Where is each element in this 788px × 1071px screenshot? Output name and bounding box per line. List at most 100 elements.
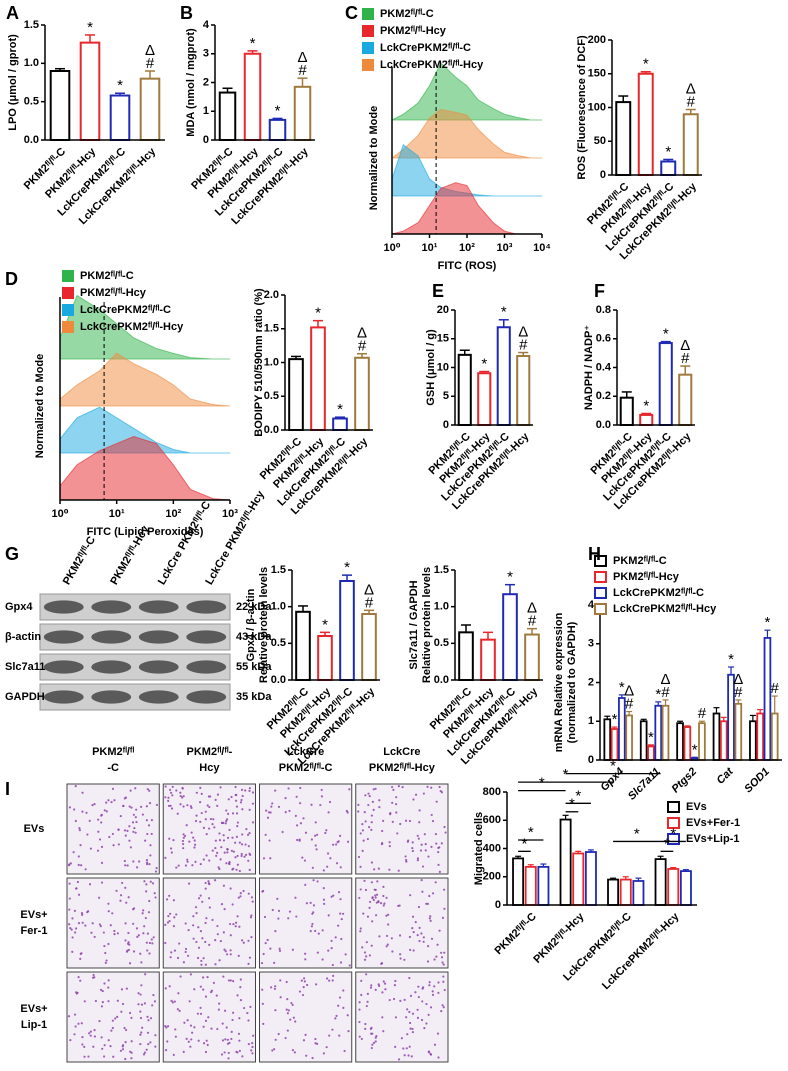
stain-dot xyxy=(172,899,176,902)
significance-mark: * xyxy=(315,305,321,322)
stain-dot xyxy=(92,1045,95,1048)
stain-dot xyxy=(236,854,239,858)
stain-dot xyxy=(223,1051,226,1054)
stain-dot xyxy=(116,1015,119,1019)
stain-dot xyxy=(239,986,242,989)
stain-dot xyxy=(121,881,124,885)
stain-dot xyxy=(155,803,159,807)
stain-dot xyxy=(171,785,174,788)
stain-dot xyxy=(261,1002,264,1005)
x-tick-label: 10² xyxy=(459,242,475,254)
stain-dot xyxy=(409,948,412,951)
stain-dot xyxy=(68,806,72,809)
significance-mark: # xyxy=(365,594,374,611)
stain-dot xyxy=(113,932,116,936)
blot-band xyxy=(43,690,84,704)
stain-dot xyxy=(77,976,80,979)
stain-dot xyxy=(178,942,181,945)
stain-dot xyxy=(146,862,149,866)
stain-dot xyxy=(205,1039,208,1042)
stain-dot xyxy=(125,987,128,990)
stain-dot xyxy=(270,805,273,808)
stain-dot xyxy=(393,983,397,987)
stain-dot xyxy=(150,938,153,941)
bar xyxy=(712,712,721,761)
stain-dot xyxy=(382,894,385,898)
stain-dot xyxy=(370,861,373,864)
stain-dot xyxy=(182,836,185,839)
stain-dot xyxy=(215,854,218,857)
stain-dot xyxy=(196,956,200,960)
stain-dot xyxy=(251,821,255,824)
stain-dot xyxy=(382,1030,385,1033)
stain-dot xyxy=(427,1051,430,1054)
bracket-mark: * xyxy=(575,787,581,804)
stain-dot xyxy=(325,1046,328,1049)
stain-dot xyxy=(178,1009,181,1013)
stain-dot xyxy=(112,1055,115,1058)
stain-dot xyxy=(132,922,135,925)
stain-dot xyxy=(98,838,102,841)
stain-dot xyxy=(123,829,127,832)
stain-dot xyxy=(312,904,316,907)
stain-dot xyxy=(123,1026,126,1030)
stain-dot xyxy=(240,843,244,846)
stain-dot xyxy=(208,906,211,909)
stain-dot xyxy=(269,811,272,814)
stain-dot xyxy=(232,850,235,853)
stain-dot xyxy=(117,843,120,846)
y-tick-label: 20 xyxy=(437,304,449,316)
stain-dot xyxy=(204,818,207,821)
stain-dot xyxy=(248,868,251,871)
stain-dot xyxy=(314,821,317,824)
stain-dot xyxy=(342,912,345,915)
stain-dot xyxy=(179,794,182,798)
stain-dot xyxy=(147,911,151,914)
column-label: LckCre xyxy=(383,746,420,758)
stain-dot xyxy=(263,915,267,919)
stain-dot xyxy=(294,896,297,899)
legend-label: PKM2ᶠˡ/ᶠˡ-Hcy xyxy=(380,25,447,37)
stain-dot xyxy=(286,1029,289,1032)
stain-dot xyxy=(382,819,385,822)
significance-mark: * xyxy=(117,77,123,94)
stain-dot xyxy=(427,1013,430,1016)
stain-dot xyxy=(109,1045,112,1048)
stain-dot xyxy=(84,924,87,927)
stain-dot xyxy=(199,1006,202,1010)
stain-dot xyxy=(416,859,419,862)
stain-dot xyxy=(149,1041,152,1044)
stain-dot xyxy=(327,811,330,814)
stain-dot xyxy=(236,915,239,918)
stain-dot xyxy=(251,791,255,794)
stain-dot xyxy=(248,956,252,959)
stain-dot xyxy=(137,1003,140,1006)
blot-band xyxy=(43,600,84,614)
stain-dot xyxy=(145,1048,148,1051)
bar xyxy=(218,91,237,141)
stain-dot xyxy=(398,904,401,907)
stain-dot xyxy=(274,985,277,988)
stain-dot xyxy=(105,959,108,962)
stain-dot xyxy=(232,1011,235,1014)
stain-dot xyxy=(135,927,139,930)
stain-dot xyxy=(421,1000,424,1003)
bar xyxy=(288,358,304,431)
stain-dot xyxy=(230,1030,233,1034)
stain-dot xyxy=(101,989,104,993)
stain-dot xyxy=(371,1043,374,1046)
stain-dot xyxy=(372,1041,376,1044)
stain-dot xyxy=(281,830,284,834)
row-label: EVs xyxy=(24,823,45,835)
stain-dot xyxy=(416,834,419,837)
stain-dot xyxy=(287,1009,290,1012)
stain-dot xyxy=(416,934,419,937)
stain-dot xyxy=(126,829,129,832)
stain-dot xyxy=(443,988,446,992)
stain-dot xyxy=(268,839,271,842)
stain-dot xyxy=(205,833,208,836)
bar xyxy=(139,77,161,141)
stain-dot xyxy=(87,910,90,913)
stain-dot xyxy=(197,926,200,929)
stain-dot xyxy=(184,950,187,954)
